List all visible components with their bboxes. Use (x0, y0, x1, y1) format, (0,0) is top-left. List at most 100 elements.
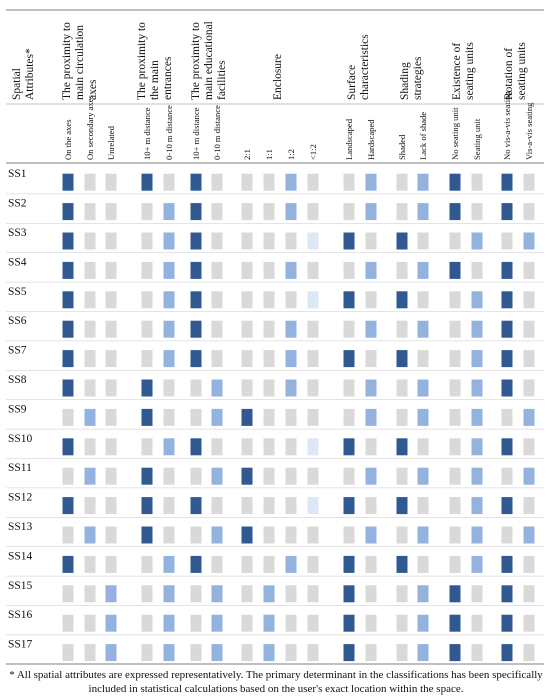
cell-marker (523, 497, 535, 515)
cell-marker (523, 585, 535, 603)
cell-marker (449, 408, 461, 426)
cell-marker (263, 438, 275, 456)
cell-marker (163, 320, 175, 338)
cell-marker (190, 585, 202, 603)
cell-marker (449, 320, 461, 338)
cell-marker (307, 526, 319, 544)
cell-marker (84, 408, 96, 426)
cell-marker (285, 408, 297, 426)
column-header: Vis-a-vis seating (524, 102, 534, 160)
cell-marker (343, 467, 355, 485)
cell-marker (523, 408, 535, 426)
row-label: SS7 (8, 345, 27, 357)
row-label: SS14 (8, 550, 33, 562)
cell-marker (163, 203, 175, 221)
cell-marker (343, 644, 355, 662)
cell-marker (501, 526, 513, 544)
cell-marker (285, 526, 297, 544)
cell-marker (417, 555, 429, 573)
cell-marker (417, 644, 429, 662)
cell-marker (62, 173, 74, 191)
cell-marker (417, 467, 429, 485)
cell-marker (211, 467, 223, 485)
cell-marker (241, 291, 253, 309)
cell-marker (62, 644, 74, 662)
cell-marker (211, 644, 223, 662)
cell-marker (343, 614, 355, 632)
cell-marker (241, 203, 253, 221)
cell-marker (141, 261, 153, 279)
cell-marker (417, 526, 429, 544)
cell-marker (190, 320, 202, 338)
cell-marker (471, 320, 483, 338)
cell-marker (62, 350, 74, 368)
row-label: SS3 (8, 227, 27, 239)
cell-marker (62, 438, 74, 456)
grid-lines (6, 9, 544, 665)
cell-marker (365, 408, 377, 426)
cell-marker (417, 497, 429, 515)
cell-marker (365, 644, 377, 662)
cell-marker (241, 173, 253, 191)
cell-marker (501, 232, 513, 250)
cell-marker (396, 467, 408, 485)
group-title-0: The proximity tomain circulationaxes (61, 22, 99, 100)
cell-marker (62, 203, 74, 221)
column-header: <1:2 (308, 144, 318, 160)
cell-marker (417, 408, 429, 426)
group-title-2: The proximity tomain educationalfaciliti… (190, 21, 228, 100)
cell-marker (190, 261, 202, 279)
cell-marker (417, 232, 429, 250)
column-header: No seating unit (450, 107, 460, 160)
cell-marker (190, 644, 202, 662)
cell-marker (62, 555, 74, 573)
cell-marker (417, 585, 429, 603)
row-label: SS1 (8, 168, 27, 180)
cell-marker (84, 203, 96, 221)
cell-marker (307, 644, 319, 662)
cell-marker (105, 555, 117, 573)
column-header: No vis-a-vis seating (502, 91, 512, 160)
cell-marker (163, 232, 175, 250)
cell-marker (263, 291, 275, 309)
cell-marker (263, 173, 275, 191)
cell-marker (241, 438, 253, 456)
cell-marker (190, 438, 202, 456)
corner-title: SpatialAttributes* (11, 48, 36, 100)
cell-marker (105, 644, 117, 662)
cell-marker (365, 232, 377, 250)
cell-marker (365, 261, 377, 279)
column-header: On secondary axes (85, 94, 95, 160)
cell-marker (62, 526, 74, 544)
cell-marker (396, 379, 408, 397)
cell-marker (307, 203, 319, 221)
cell-marker (105, 438, 117, 456)
cell-marker (105, 173, 117, 191)
cell-marker (343, 585, 355, 603)
cell-marker (241, 232, 253, 250)
cell-marker (241, 526, 253, 544)
cell-marker (501, 379, 513, 397)
cell-marker (417, 614, 429, 632)
cell-marker (523, 350, 535, 368)
cell-marker (84, 585, 96, 603)
cell-marker (62, 408, 74, 426)
cell-marker (141, 438, 153, 456)
cell-marker (190, 350, 202, 368)
cell-marker (449, 173, 461, 191)
cell-marker (211, 438, 223, 456)
cell-marker (211, 497, 223, 515)
cell-marker (396, 232, 408, 250)
row-label: SS15 (8, 580, 33, 592)
cell-marker (396, 555, 408, 573)
cell-marker (241, 467, 253, 485)
cell-marker (211, 203, 223, 221)
cell-marker (105, 408, 117, 426)
cell-marker (62, 232, 74, 250)
cell-marker (343, 320, 355, 338)
cell-marker (365, 173, 377, 191)
group-title-3: Enclosure (272, 54, 284, 100)
group-title-1: The proximity tothe mainentrances (136, 22, 174, 100)
cell-marker (365, 320, 377, 338)
cell-marker (241, 379, 253, 397)
